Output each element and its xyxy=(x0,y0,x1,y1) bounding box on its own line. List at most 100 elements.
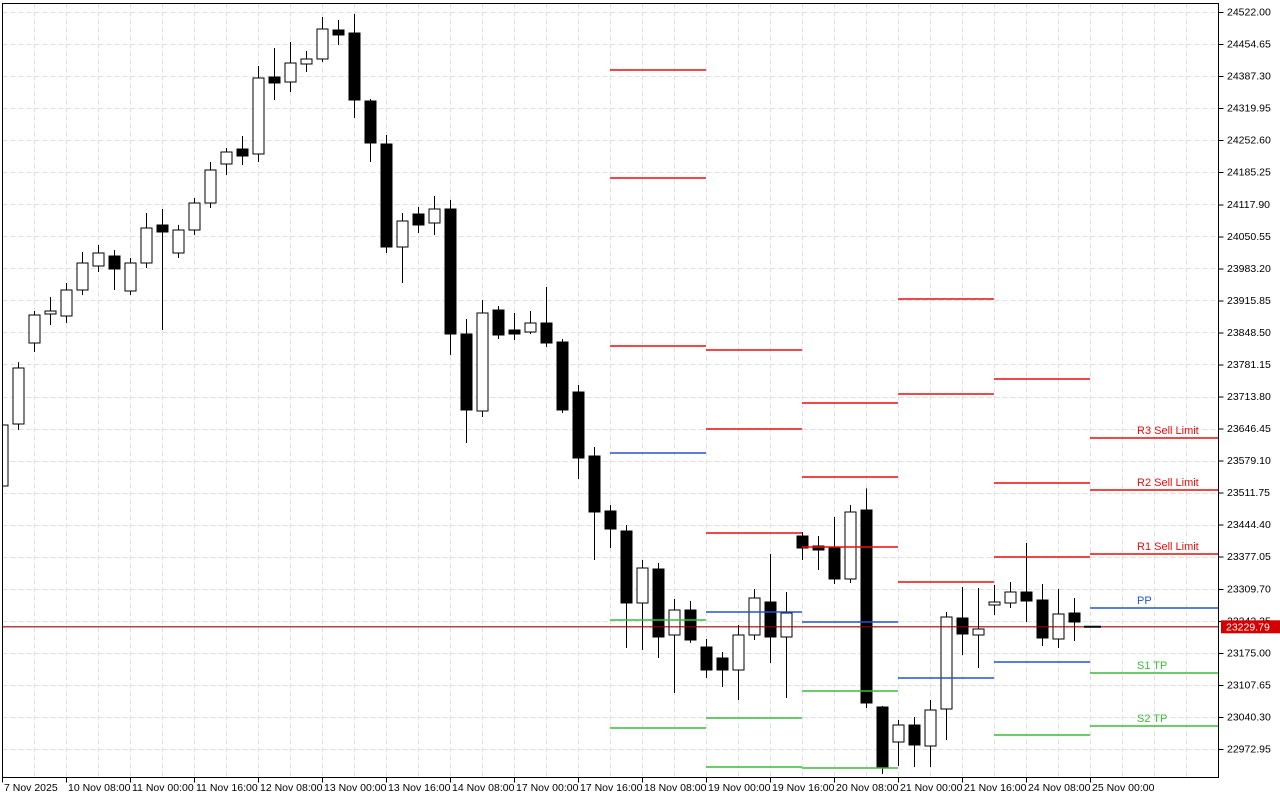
candle-bear xyxy=(572,385,585,479)
candle-body xyxy=(140,227,153,264)
candles-series xyxy=(3,13,1081,774)
candle-body xyxy=(732,634,745,671)
candle-bull xyxy=(892,720,905,766)
candle-body xyxy=(44,310,57,315)
candle-body xyxy=(636,567,649,604)
candle-bear xyxy=(364,98,377,163)
candle-body xyxy=(156,224,169,233)
candle-bear xyxy=(156,209,169,331)
price-box: 23229.79 xyxy=(1221,620,1280,634)
pivot-support-label: S1 TP xyxy=(1137,660,1167,672)
candle-body xyxy=(332,29,345,36)
y-axis-label: 24454.65 xyxy=(1227,39,1271,51)
candle-bull xyxy=(3,424,9,487)
candle-bear xyxy=(620,524,633,648)
candle-bear xyxy=(876,705,889,774)
candle-body xyxy=(572,391,585,459)
x-axis-label: 25 Nov 00:00 xyxy=(1092,782,1155,794)
candle-body xyxy=(812,545,825,551)
candle-bull xyxy=(204,162,217,209)
candle-bull xyxy=(188,198,201,235)
y-axis-label: 24387.30 xyxy=(1227,71,1271,83)
candle-bear xyxy=(348,13,361,119)
y-axis-label: 24185.25 xyxy=(1227,167,1271,179)
plot-border xyxy=(2,3,1219,778)
candle-bull xyxy=(284,42,297,93)
x-axis-label: 17 Nov 00:00 xyxy=(516,782,579,794)
x-axis-label: 13 Nov 00:00 xyxy=(324,782,387,794)
candle-bull xyxy=(140,213,153,268)
candle-bull xyxy=(988,584,1001,615)
candle-body xyxy=(188,202,201,231)
y-axis-label: 23175.00 xyxy=(1227,647,1271,659)
candle-body xyxy=(748,597,761,636)
candle-body xyxy=(588,455,601,513)
candle-bull xyxy=(396,213,409,284)
candle-body xyxy=(60,289,73,317)
candle-body xyxy=(1004,591,1017,604)
y-axis-label: 23579.10 xyxy=(1227,455,1271,467)
y-axis-label: 23377.05 xyxy=(1227,551,1271,563)
candle-body xyxy=(684,609,697,641)
candle-body xyxy=(780,612,793,638)
candle-body xyxy=(396,220,409,248)
candle-bear xyxy=(380,134,393,253)
candle-body xyxy=(860,509,873,704)
y-axis-label: 22972.95 xyxy=(1227,744,1271,756)
y-axis-label: 23781.15 xyxy=(1227,359,1271,371)
candle-bear xyxy=(764,554,777,663)
x-axis-label: 11 Nov 16:00 xyxy=(196,782,258,794)
candle-body xyxy=(844,511,857,580)
candle-bull xyxy=(60,283,73,324)
candle-bear xyxy=(588,447,601,561)
candle-body xyxy=(892,724,905,743)
candle-body xyxy=(380,143,393,248)
candle-body xyxy=(956,617,969,635)
candle-body xyxy=(412,213,425,226)
y-axis-label: 23040.30 xyxy=(1227,711,1271,723)
candle-body xyxy=(716,657,729,671)
candle-bull xyxy=(28,310,41,352)
candle-body xyxy=(172,229,185,254)
candle-bear xyxy=(556,339,569,413)
y-axis-label: 24117.90 xyxy=(1227,199,1270,211)
candle-bull xyxy=(668,598,681,693)
x-axis-label: 19 Nov 16:00 xyxy=(772,782,835,794)
candle-body xyxy=(348,32,361,101)
candle-bull xyxy=(636,560,649,650)
candle-bull xyxy=(252,66,265,163)
y-axis-label: 23444.40 xyxy=(1227,519,1271,531)
pivot-support-label: S2 TP xyxy=(1137,713,1167,725)
price-box-value: 23229.79 xyxy=(1226,622,1270,634)
candle-body xyxy=(700,646,713,671)
candle-body xyxy=(300,58,313,65)
pivot-resistance-label: R2 Sell Limit xyxy=(1137,477,1199,489)
x-axis-label: 21 Nov 00:00 xyxy=(900,782,963,794)
candle-bear xyxy=(716,651,729,687)
x-axis: 7 Nov 2025 10 Nov 08:00 11 Nov 00:00 11 Nov… xyxy=(2,777,1155,794)
candle-body xyxy=(556,341,569,411)
y-axis-label: 23309.70 xyxy=(1227,583,1271,595)
candle-body xyxy=(508,329,521,335)
candle-body xyxy=(940,616,953,710)
candle-body xyxy=(620,530,633,604)
candle-body xyxy=(268,76,281,84)
y-axis-label: 23107.65 xyxy=(1227,679,1271,691)
candle-bear xyxy=(908,717,921,767)
x-axis-label: 7 Nov 2025 xyxy=(4,782,58,794)
x-axis-label: 21 Nov 16:00 xyxy=(964,782,1027,794)
candle-bull xyxy=(524,310,537,335)
candle-body xyxy=(204,169,217,204)
y-axis-label: 23511.75 xyxy=(1227,487,1270,499)
x-axis-label: 10 Nov 08:00 xyxy=(68,782,131,794)
candle-bear xyxy=(444,200,457,355)
candle-body xyxy=(1036,599,1049,639)
y-axis-label: 23983.20 xyxy=(1227,263,1271,275)
candle-bull xyxy=(924,700,937,767)
candle-bear xyxy=(508,312,521,341)
y-axis-label: 24252.60 xyxy=(1227,135,1271,147)
candle-bull xyxy=(748,588,761,640)
candle-bull xyxy=(300,51,313,72)
